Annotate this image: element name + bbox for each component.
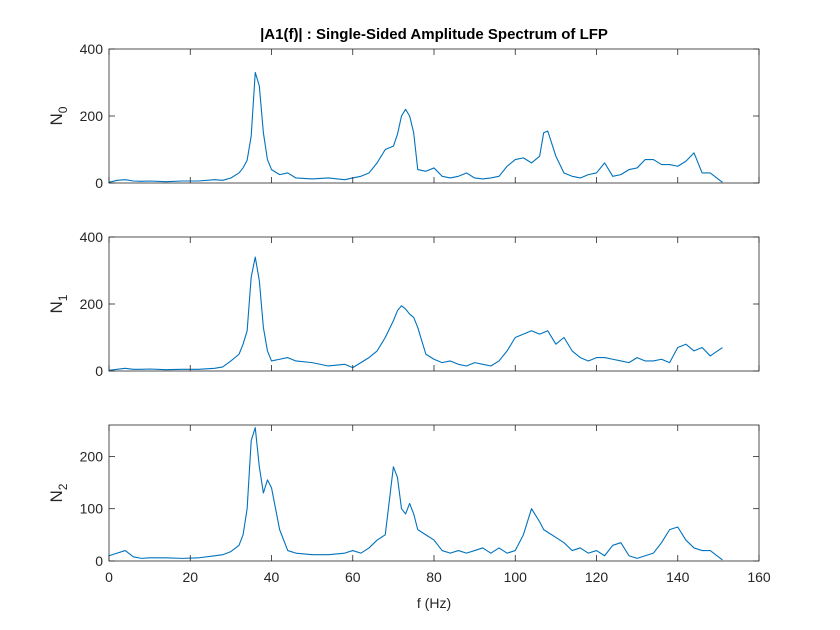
- y-tick-label: 0: [95, 553, 103, 569]
- y-axis-label: N1: [47, 294, 70, 313]
- x-tick-label: 100: [504, 569, 528, 585]
- figure-title: |A1(f)| : Single-Sided Amplitude Spectru…: [260, 26, 608, 43]
- x-tick-label: 120: [585, 569, 609, 585]
- y-tick-label: 100: [80, 501, 104, 517]
- series-line: [108, 256, 723, 371]
- axes-box: [108, 236, 760, 372]
- x-tick-label: 20: [182, 569, 198, 585]
- subplot-n0: 0 200 400 N0: [47, 41, 760, 191]
- series-line: [108, 427, 723, 561]
- y-tick-label: 200: [80, 296, 104, 312]
- y-tick-label: 0: [95, 363, 103, 379]
- axes-box: [108, 48, 760, 184]
- y-tick-label: 400: [80, 41, 104, 57]
- subplot-n2: 0 20 40 60 80 100 120 140 160 0 100 200 N2: [47, 424, 771, 585]
- y-tick-label: 200: [80, 108, 104, 124]
- y-tick-label: 400: [80, 229, 104, 245]
- x-tick-label: 160: [747, 569, 771, 585]
- y-axis-label: N2: [47, 483, 70, 502]
- x-tick-label: 0: [105, 569, 113, 585]
- x-tick-label: 40: [264, 569, 280, 585]
- x-tick-label: 140: [666, 569, 690, 585]
- x-axis-label: f (Hz): [417, 595, 451, 611]
- series-line: [108, 71, 723, 183]
- y-tick-label: 0: [95, 175, 103, 191]
- subplot-n1: 0 200 400 N1: [47, 229, 760, 379]
- y-axis-label: N0: [47, 106, 70, 125]
- y-tick-label: 200: [80, 448, 104, 464]
- x-tick-label: 80: [426, 569, 442, 585]
- x-tick-label: 60: [345, 569, 361, 585]
